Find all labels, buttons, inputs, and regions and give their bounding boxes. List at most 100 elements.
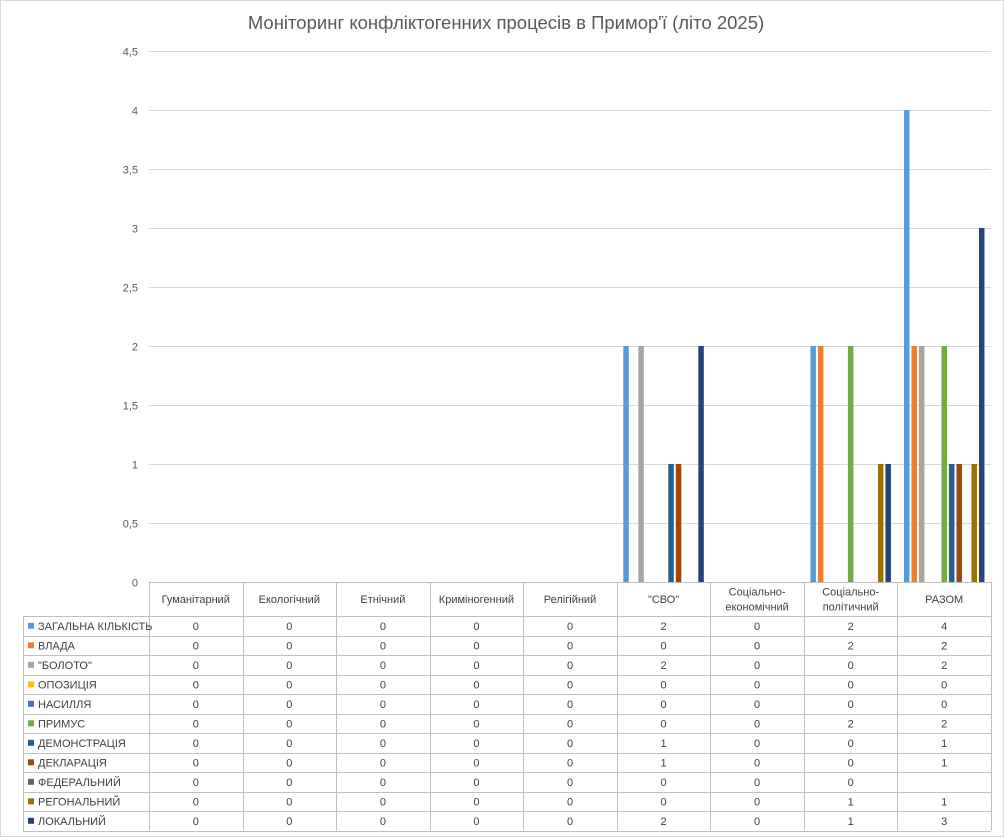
data-label: 0 bbox=[380, 660, 386, 672]
legend-key bbox=[28, 661, 34, 668]
data-label: 0 bbox=[848, 699, 854, 711]
legend-label: ЗАГАЛЬНА КІЛЬКІСТЬ bbox=[38, 621, 152, 633]
data-label: 0 bbox=[848, 660, 854, 672]
gridlines bbox=[149, 51, 991, 583]
y-tick-label: 3 bbox=[132, 224, 138, 236]
legend-key bbox=[28, 700, 34, 707]
legend-key bbox=[28, 759, 34, 766]
data-label: 0 bbox=[848, 777, 854, 789]
data-label: 0 bbox=[567, 660, 573, 672]
data-label: 0 bbox=[380, 699, 386, 711]
data-label: 0 bbox=[473, 757, 479, 769]
data-label: 0 bbox=[286, 718, 292, 730]
data-label: 0 bbox=[661, 718, 667, 730]
data-label: 0 bbox=[473, 816, 479, 828]
data-label: 0 bbox=[754, 699, 760, 711]
data-label: 0 bbox=[567, 757, 573, 769]
data-label: 0 bbox=[473, 718, 479, 730]
data-label: 0 bbox=[380, 796, 386, 808]
category-label: РАЗОМ bbox=[925, 594, 963, 606]
data-label: 0 bbox=[754, 777, 760, 789]
category-label: економічний bbox=[725, 602, 788, 614]
legend-key bbox=[28, 622, 34, 629]
legend-label: ВЛАДА bbox=[38, 640, 76, 652]
data-label: 0 bbox=[567, 816, 573, 828]
data-label: 0 bbox=[473, 640, 479, 652]
data-label: 4 bbox=[941, 621, 947, 633]
data-label: 2 bbox=[661, 816, 667, 828]
data-label: 0 bbox=[380, 640, 386, 652]
bar bbox=[978, 228, 985, 582]
data-label: 2 bbox=[941, 640, 947, 652]
y-tick-label: 4 bbox=[132, 106, 138, 118]
data-label: 0 bbox=[473, 679, 479, 691]
data-label: 0 bbox=[193, 699, 199, 711]
data-label: 1 bbox=[848, 796, 854, 808]
data-label: 0 bbox=[848, 757, 854, 769]
legend-label: ОПОЗИЦІЯ bbox=[38, 679, 97, 691]
data-label: 0 bbox=[661, 796, 667, 808]
data-label: 0 bbox=[193, 679, 199, 691]
bar bbox=[948, 464, 955, 582]
data-label: 0 bbox=[754, 621, 760, 633]
y-tick-label: 4,5 bbox=[123, 47, 138, 59]
legend-label: РЕГОНАЛЬНИЙ bbox=[38, 795, 120, 808]
data-label: 2 bbox=[661, 621, 667, 633]
bar bbox=[817, 346, 824, 582]
data-label: 0 bbox=[567, 796, 573, 808]
data-label: 0 bbox=[193, 738, 199, 750]
y-tick-label: 2,5 bbox=[123, 283, 138, 295]
legend-key bbox=[28, 642, 34, 649]
data-label: 0 bbox=[473, 621, 479, 633]
bar bbox=[918, 346, 925, 582]
data-label: 0 bbox=[754, 796, 760, 808]
data-label: 0 bbox=[567, 777, 573, 789]
data-label: 0 bbox=[286, 621, 292, 633]
data-label: 0 bbox=[661, 679, 667, 691]
data-label: 0 bbox=[567, 679, 573, 691]
data-label: 0 bbox=[754, 816, 760, 828]
data-label: 0 bbox=[286, 757, 292, 769]
data-label: 0 bbox=[473, 699, 479, 711]
data-label: 0 bbox=[754, 660, 760, 672]
data-label: 0 bbox=[380, 738, 386, 750]
bar bbox=[971, 464, 977, 582]
legend-label: "БОЛОТО" bbox=[38, 660, 92, 672]
bar bbox=[675, 464, 682, 582]
data-label: 0 bbox=[848, 679, 854, 691]
data-label: 0 bbox=[286, 816, 292, 828]
category-label: політичний bbox=[823, 602, 879, 614]
bars bbox=[623, 110, 985, 582]
data-label: 2 bbox=[848, 640, 854, 652]
bar bbox=[877, 464, 884, 582]
data-label: 0 bbox=[567, 718, 573, 730]
data-label: 0 bbox=[286, 738, 292, 750]
data-label: 0 bbox=[941, 679, 947, 691]
legend-label: ДЕКЛАРАЦІЯ bbox=[38, 757, 107, 769]
bar bbox=[698, 346, 704, 582]
y-tick-label: 1 bbox=[132, 460, 138, 472]
data-label: 0 bbox=[286, 699, 292, 711]
legend-label: ЛОКАЛЬНИЙ bbox=[38, 815, 106, 828]
legend-key bbox=[28, 778, 34, 785]
data-label: 0 bbox=[193, 816, 199, 828]
data-label: 2 bbox=[848, 621, 854, 633]
bar bbox=[956, 464, 962, 582]
data-label: 0 bbox=[754, 757, 760, 769]
data-label: 2 bbox=[661, 660, 667, 672]
data-label: 0 bbox=[473, 796, 479, 808]
legend-label: ПРИМУС bbox=[38, 718, 85, 730]
y-tick-label: 1,5 bbox=[123, 401, 138, 413]
data-label: 0 bbox=[941, 699, 947, 711]
data-label: 0 bbox=[193, 796, 199, 808]
data-table: Гуманітарний Екологічний Етнічний Криміноге… bbox=[23, 582, 992, 832]
bar bbox=[885, 464, 891, 582]
bar bbox=[623, 346, 629, 582]
data-label: 0 bbox=[380, 621, 386, 633]
bar bbox=[847, 346, 854, 582]
data-label: 0 bbox=[193, 640, 199, 652]
data-label: 1 bbox=[941, 796, 947, 808]
category-label: Соціально- bbox=[822, 587, 879, 599]
